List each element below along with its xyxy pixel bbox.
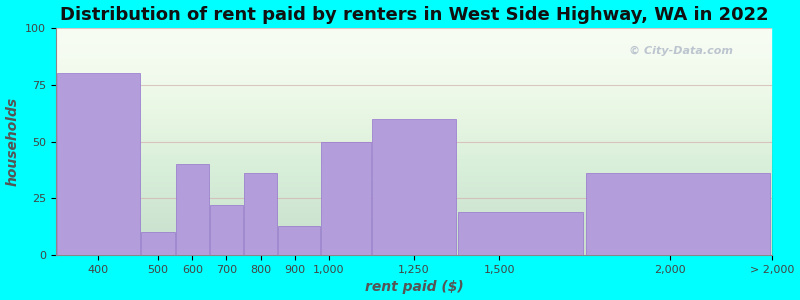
Bar — [458, 212, 583, 255]
Bar — [372, 119, 456, 255]
X-axis label: rent paid ($): rent paid ($) — [365, 280, 463, 294]
Bar — [244, 173, 278, 255]
Text: © City-Data.com: © City-Data.com — [629, 46, 733, 56]
Title: Distribution of rent paid by renters in West Side Highway, WA in 2022: Distribution of rent paid by renters in … — [60, 6, 768, 24]
Bar — [210, 205, 243, 255]
Y-axis label: households: households — [6, 97, 19, 186]
Bar — [142, 232, 175, 255]
Bar — [586, 173, 770, 255]
Bar — [57, 73, 140, 255]
Bar — [278, 226, 320, 255]
Bar — [321, 142, 371, 255]
Bar — [175, 164, 209, 255]
